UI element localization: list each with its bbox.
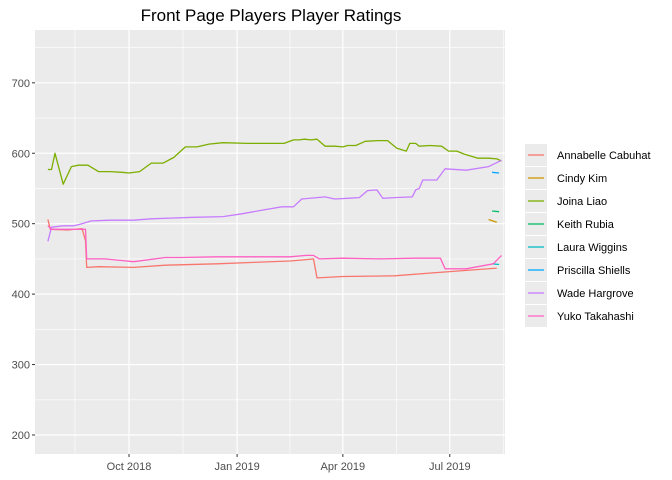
series-line bbox=[492, 171, 500, 174]
legend: Annabelle Cabuhat Cindy Kim Joina Liao Keit… bbox=[525, 144, 651, 327]
legend-label: Laura Wiggins bbox=[557, 242, 628, 254]
x-tick-label: Oct 2018 bbox=[107, 461, 152, 473]
y-tick-label: 700 bbox=[12, 78, 30, 90]
legend-label: Yuko Takahashi bbox=[557, 311, 634, 323]
grid-major bbox=[35, 30, 505, 454]
series-line bbox=[47, 159, 502, 242]
y-axis: 200 300 400 500 600 700 bbox=[12, 78, 35, 442]
legend-label: Keith Rubia bbox=[557, 219, 615, 231]
x-tick-label: Jan 2019 bbox=[214, 461, 259, 473]
y-tick-label: 600 bbox=[12, 148, 30, 160]
x-tick-label: Jul 2019 bbox=[429, 461, 471, 473]
y-tick-label: 400 bbox=[12, 289, 30, 301]
series-line bbox=[492, 210, 500, 213]
legend-label: Annabelle Cabuhat bbox=[557, 150, 651, 162]
x-tick-label: Apr 2019 bbox=[321, 461, 366, 473]
chart-title: Front Page Players Player Ratings bbox=[141, 6, 402, 25]
series-lines bbox=[47, 138, 502, 279]
series-line bbox=[47, 219, 497, 279]
x-axis: Oct 2018 Jan 2019 Apr 2019 Jul 2019 bbox=[107, 454, 471, 473]
y-tick-label: 200 bbox=[12, 430, 30, 442]
legend-label: Cindy Kim bbox=[557, 173, 607, 185]
series-line bbox=[47, 225, 502, 270]
grid-minor bbox=[35, 30, 505, 454]
legend-label: Priscilla Shiells bbox=[557, 265, 631, 277]
y-tick-label: 500 bbox=[12, 219, 30, 231]
legend-label: Joina Liao bbox=[557, 196, 607, 208]
series-line bbox=[47, 138, 502, 185]
legend-label: Wade Hargrove bbox=[557, 288, 634, 300]
plot-panel bbox=[35, 30, 505, 454]
series-line bbox=[488, 218, 498, 223]
y-tick-label: 300 bbox=[12, 360, 30, 372]
